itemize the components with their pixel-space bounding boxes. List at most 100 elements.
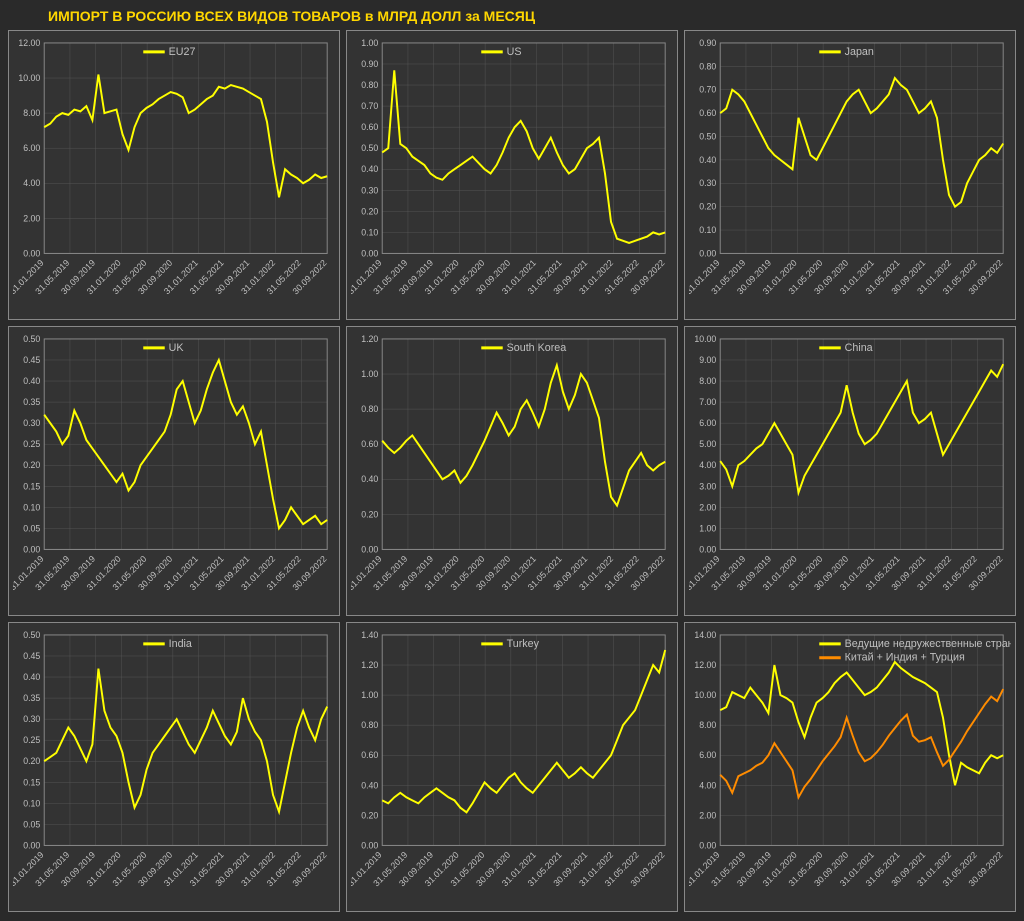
svg-text:US: US <box>507 46 522 58</box>
svg-text:0.05: 0.05 <box>23 819 40 829</box>
svg-text:0.70: 0.70 <box>699 85 716 95</box>
svg-text:Turkey: Turkey <box>507 638 540 650</box>
svg-text:0.10: 0.10 <box>699 225 716 235</box>
svg-text:India: India <box>169 638 193 650</box>
svg-text:0.05: 0.05 <box>23 523 40 533</box>
svg-text:4.00: 4.00 <box>699 460 716 470</box>
svg-text:0.30: 0.30 <box>361 185 378 195</box>
svg-text:0.40: 0.40 <box>361 474 378 484</box>
svg-text:0.80: 0.80 <box>361 80 378 90</box>
chart-panel-eu27: 0.002.004.006.008.0010.0012.0031.01.2019… <box>8 30 340 320</box>
svg-text:10.00: 10.00 <box>18 73 40 83</box>
svg-text:0.60: 0.60 <box>361 122 378 132</box>
svg-text:0.10: 0.10 <box>23 798 40 808</box>
svg-text:1.20: 1.20 <box>361 660 378 670</box>
svg-text:0.20: 0.20 <box>361 810 378 820</box>
svg-text:8.00: 8.00 <box>23 108 40 118</box>
svg-text:0.00: 0.00 <box>23 544 40 554</box>
svg-text:10.00: 10.00 <box>694 690 716 700</box>
svg-text:0.50: 0.50 <box>23 630 40 640</box>
svg-text:0.00: 0.00 <box>361 248 378 258</box>
chart-panel-japan: 0.000.100.200.300.400.500.600.700.800.90… <box>684 30 1016 320</box>
svg-text:7.00: 7.00 <box>699 397 716 407</box>
svg-text:0.20: 0.20 <box>361 509 378 519</box>
svg-text:8.00: 8.00 <box>699 376 716 386</box>
chart-panel-us: 0.00 0.10 0.20 0.30 0.40 0.50 0.60 0.70 0.80 0.90… <box>346 30 678 320</box>
svg-text:0.20: 0.20 <box>361 206 378 216</box>
svg-text:0.60: 0.60 <box>699 108 716 118</box>
svg-text:0.20: 0.20 <box>699 202 716 212</box>
chart-panel-compare: 0.002.004.006.008.0010.0012.0014.0031.01… <box>684 622 1016 912</box>
svg-text:0.35: 0.35 <box>23 693 40 703</box>
svg-text:0.00: 0.00 <box>361 840 378 850</box>
svg-text:0.10: 0.10 <box>23 502 40 512</box>
svg-text:0.90: 0.90 <box>361 59 378 69</box>
svg-text:0.40: 0.40 <box>23 672 40 682</box>
svg-text:1.00: 1.00 <box>361 38 378 48</box>
chart-grid: 0.002.004.006.008.0010.0012.0031.01.2019… <box>8 30 1016 912</box>
svg-text:0.40: 0.40 <box>361 780 378 790</box>
svg-text:0.60: 0.60 <box>361 439 378 449</box>
svg-text:0.45: 0.45 <box>23 355 40 365</box>
svg-text:South Korea: South Korea <box>507 342 568 354</box>
svg-text:0.00: 0.00 <box>23 248 40 258</box>
svg-text:10.00: 10.00 <box>694 334 716 344</box>
svg-text:2.00: 2.00 <box>699 502 716 512</box>
svg-text:0.15: 0.15 <box>23 777 40 787</box>
svg-text:Japan: Japan <box>845 46 874 58</box>
svg-text:0.80: 0.80 <box>699 61 716 71</box>
svg-text:0.00: 0.00 <box>23 840 40 850</box>
svg-text:0.20: 0.20 <box>23 756 40 766</box>
chart-panel-south_korea: 0.000.200.400.600.801.001.2031.01.201931… <box>346 326 678 616</box>
svg-text:1.00: 1.00 <box>361 690 378 700</box>
chart-panel-china: 0.001.002.003.004.005.006.007.008.009.00… <box>684 326 1016 616</box>
svg-text:8.00: 8.00 <box>699 720 716 730</box>
svg-text:3.00: 3.00 <box>699 481 716 491</box>
svg-text:0.80: 0.80 <box>361 720 378 730</box>
svg-text:0.15: 0.15 <box>23 481 40 491</box>
svg-text:0.40: 0.40 <box>23 376 40 386</box>
svg-text:0.80: 0.80 <box>361 404 378 414</box>
svg-text:1.40: 1.40 <box>361 630 378 640</box>
svg-text:14.00: 14.00 <box>694 630 716 640</box>
chart-panel-uk: 0.000.050.100.150.200.250.300.350.400.45… <box>8 326 340 616</box>
svg-text:Ведущие недружественные страны: Ведущие недружественные страны <box>845 638 1011 650</box>
svg-text:Китай + Индия + Турция: Китай + Индия + Турция <box>845 652 965 664</box>
svg-text:0.25: 0.25 <box>23 735 40 745</box>
svg-text:0.50: 0.50 <box>361 143 378 153</box>
svg-text:6.00: 6.00 <box>699 418 716 428</box>
svg-text:0.40: 0.40 <box>361 164 378 174</box>
svg-text:0.50: 0.50 <box>699 131 716 141</box>
svg-text:0.45: 0.45 <box>23 651 40 661</box>
svg-text:0.30: 0.30 <box>23 418 40 428</box>
svg-text:0.60: 0.60 <box>361 750 378 760</box>
svg-text:1.00: 1.00 <box>699 523 716 533</box>
svg-text:0.00: 0.00 <box>699 544 716 554</box>
svg-text:0.25: 0.25 <box>23 439 40 449</box>
svg-text:2.00: 2.00 <box>23 213 40 223</box>
svg-text:6.00: 6.00 <box>23 143 40 153</box>
svg-text:0.00: 0.00 <box>361 544 378 554</box>
svg-text:EU27: EU27 <box>169 46 196 58</box>
svg-text:12.00: 12.00 <box>18 38 40 48</box>
svg-text:6.00: 6.00 <box>699 750 716 760</box>
svg-text:4.00: 4.00 <box>23 178 40 188</box>
svg-text:1.20: 1.20 <box>361 334 378 344</box>
svg-text:2.00: 2.00 <box>699 810 716 820</box>
svg-text:China: China <box>845 342 874 354</box>
svg-text:0.70: 0.70 <box>361 101 378 111</box>
svg-text:9.00: 9.00 <box>699 355 716 365</box>
chart-panel-turkey: 0.000.200.400.600.801.001.201.4031.01.20… <box>346 622 678 912</box>
svg-text:0.10: 0.10 <box>361 227 378 237</box>
svg-text:0.50: 0.50 <box>23 334 40 344</box>
svg-text:0.00: 0.00 <box>699 840 716 850</box>
svg-text:0.40: 0.40 <box>699 155 716 165</box>
svg-text:1.00: 1.00 <box>361 369 378 379</box>
svg-text:12.00: 12.00 <box>694 660 716 670</box>
svg-text:0.20: 0.20 <box>23 460 40 470</box>
svg-text:UK: UK <box>169 342 185 354</box>
svg-text:4.00: 4.00 <box>699 780 716 790</box>
page-title: ИМПОРТ В РОССИЮ ВСЕХ ВИДОВ ТОВАРОВ в МЛР… <box>48 8 1016 24</box>
svg-text:0.00: 0.00 <box>699 248 716 258</box>
chart-panel-india: 0.000.050.100.150.200.250.300.350.400.45… <box>8 622 340 912</box>
